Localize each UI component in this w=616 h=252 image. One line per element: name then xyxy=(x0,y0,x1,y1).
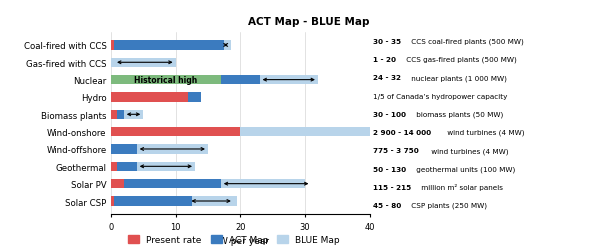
Text: 115 - 215: 115 - 215 xyxy=(373,184,411,190)
Text: million m² solar panels: million m² solar panels xyxy=(419,183,503,191)
Text: geothermal units (100 MW): geothermal units (100 MW) xyxy=(414,166,515,172)
Text: wind turbines (4 MW): wind turbines (4 MW) xyxy=(429,147,509,154)
Text: CSP plants (250 MW): CSP plants (250 MW) xyxy=(409,202,487,208)
Bar xyxy=(111,179,221,189)
Bar xyxy=(111,145,208,154)
Bar xyxy=(111,179,305,189)
Bar xyxy=(111,93,201,102)
Text: ACT Map - BLUE Map: ACT Map - BLUE Map xyxy=(248,17,370,27)
Bar xyxy=(111,58,176,68)
Text: 45 - 80: 45 - 80 xyxy=(373,202,401,208)
X-axis label: GW per year: GW per year xyxy=(212,236,269,245)
Text: 30 - 35: 30 - 35 xyxy=(373,39,401,45)
Text: CCS gas-fired plants (500 MW): CCS gas-fired plants (500 MW) xyxy=(403,57,516,63)
Bar xyxy=(111,110,143,120)
Text: 30 - 100: 30 - 100 xyxy=(373,111,406,117)
Bar xyxy=(111,197,114,206)
Bar xyxy=(111,93,188,102)
Bar xyxy=(111,162,117,171)
Text: biomass plants (50 MW): biomass plants (50 MW) xyxy=(414,111,503,118)
Text: 1/5 of Canada’s hydropower capacity: 1/5 of Canada’s hydropower capacity xyxy=(373,93,507,99)
Bar xyxy=(111,41,114,50)
Bar xyxy=(111,76,221,85)
Text: 775 - 3 750: 775 - 3 750 xyxy=(373,148,418,154)
Legend: Present rate, ACT Map, BLUE Map: Present rate, ACT Map, BLUE Map xyxy=(124,231,344,247)
Bar xyxy=(111,179,124,189)
Text: Historical high: Historical high xyxy=(134,76,198,85)
Bar xyxy=(111,76,318,85)
Bar xyxy=(111,110,117,120)
Text: 24 - 32: 24 - 32 xyxy=(373,75,400,81)
Text: nuclear plants (1 000 MW): nuclear plants (1 000 MW) xyxy=(409,75,506,81)
Bar xyxy=(111,41,230,50)
Bar xyxy=(111,41,224,50)
Text: 1 - 20: 1 - 20 xyxy=(373,57,395,63)
Bar xyxy=(111,145,137,154)
Bar xyxy=(111,93,201,102)
Text: 50 - 130: 50 - 130 xyxy=(373,166,406,172)
Bar xyxy=(111,162,195,171)
Text: wind turbines (4 MW): wind turbines (4 MW) xyxy=(445,129,524,136)
Bar xyxy=(111,110,124,120)
Bar xyxy=(111,162,137,171)
Text: 2 900 - 14 000: 2 900 - 14 000 xyxy=(373,130,431,136)
Bar xyxy=(111,127,473,137)
Bar xyxy=(111,197,237,206)
Bar xyxy=(111,127,240,137)
Bar xyxy=(111,197,192,206)
Bar xyxy=(221,76,260,85)
Text: CCS coal-fired plants (500 MW): CCS coal-fired plants (500 MW) xyxy=(409,39,524,45)
Bar xyxy=(111,127,240,137)
